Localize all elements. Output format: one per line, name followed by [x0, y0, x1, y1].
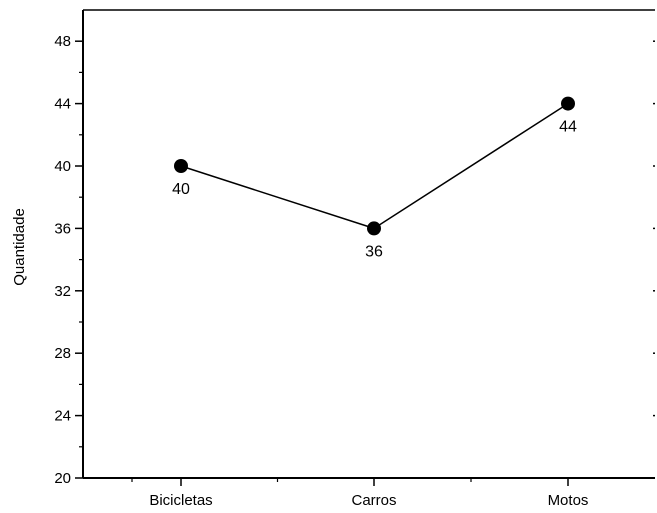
data-labels: 40 36 44 [172, 119, 577, 261]
y-tick-label: 36 [54, 220, 71, 237]
data-point [174, 159, 188, 173]
y-axis-title: Quantidade [11, 208, 28, 286]
y-tick-label: 28 [54, 345, 71, 362]
data-label: 36 [365, 243, 383, 260]
x-axis-ticks: Bicicletas Carros Motos [131, 478, 589, 509]
y-tick-label: 24 [54, 408, 71, 425]
data-point [367, 221, 381, 236]
x-tick-label: Carros [351, 492, 396, 509]
data-series [174, 96, 575, 236]
data-label: 44 [559, 119, 577, 136]
y-tick-label: 48 [54, 33, 71, 50]
y-axis-ticks: 20 24 28 32 36 40 44 48 [54, 33, 83, 487]
x-tick-label: Bicicletas [149, 492, 212, 509]
series-line [180, 102, 569, 230]
data-label: 40 [172, 181, 190, 198]
y-tick-label: 40 [54, 158, 71, 175]
y-tick-label: 20 [54, 470, 71, 487]
axes-frame [82, 9, 655, 479]
right-axis-ticks [653, 40, 655, 479]
x-tick-label: Motos [548, 492, 589, 509]
y-tick-label: 44 [54, 96, 71, 113]
y-tick-label: 32 [54, 283, 71, 300]
data-point [561, 96, 575, 111]
